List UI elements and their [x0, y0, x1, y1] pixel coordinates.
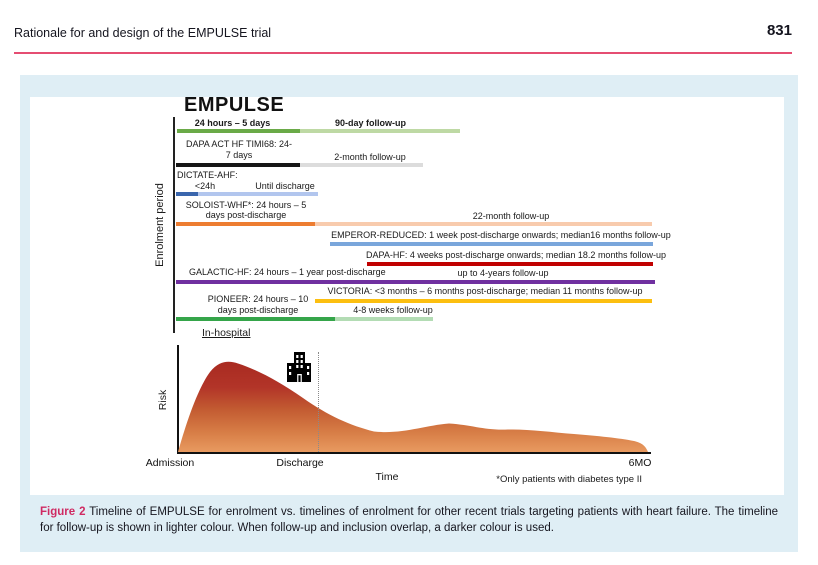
dapa-act-followup-bar: [300, 163, 423, 167]
dictate-followup-bar: [198, 192, 318, 196]
figure-caption-text: Timeline of EMPULSE for enrolment vs. ti…: [40, 506, 778, 534]
pioneer-followup-bar: [335, 317, 433, 321]
dapa-act-enrolment-bar: [176, 163, 300, 167]
dapa-hf-label: DAPA-HF: 4 weeks post-discharge onwards;…: [366, 250, 666, 260]
figure-caption-label: Figure 2: [40, 506, 86, 518]
risk-curve: [178, 361, 648, 452]
pioneer-followup-label: 4-8 weeks follow-up: [353, 305, 433, 315]
pioneer-label-line1: PIONEER: 24 hours – 10: [207, 294, 309, 304]
enrolment-axis-label: Enrolment period: [154, 183, 166, 267]
hospital-icon: [287, 352, 311, 382]
figure-title: EMPULSE: [184, 94, 285, 116]
soloist-label-line2: days post-discharge: [205, 210, 287, 220]
enrolment-axis-line: [173, 117, 175, 333]
figure-footnote: *Only patients with diabetes type II: [496, 474, 642, 485]
discharge-dotted-line: [318, 352, 319, 452]
x-tick-discharge: Discharge: [276, 457, 324, 469]
galactic-followup-label: up to 4-years follow-up: [457, 268, 549, 278]
risk-axis-label: Risk: [157, 389, 169, 411]
dictate-enrolment-bar: [176, 192, 198, 196]
soloist-followup-label: 22-month follow-up: [472, 211, 550, 221]
risk-y-axis: [177, 345, 179, 454]
emperor-bar: [330, 242, 653, 246]
soloist-followup-bar: [315, 222, 652, 226]
soloist-enrolment-bar: [176, 222, 315, 226]
figure-caption: Figure 2 Timeline of EMPULSE for enrolme…: [40, 504, 778, 536]
empulse-followup-label: 90-day follow-up: [334, 118, 406, 128]
dapa-act-followup-label: 2-month follow-up: [334, 152, 406, 162]
dapa-hf-bar: [367, 262, 653, 266]
dictate-name-label: DICTATE-AHF:: [177, 170, 238, 180]
in-hospital-label: In-hospital: [202, 327, 251, 339]
page-number: 831: [766, 22, 792, 39]
header-rule: [14, 52, 792, 54]
dapa-act-label-line1: DAPA ACT HF TIMI68: 24-: [185, 139, 293, 149]
empulse-followup-bar: [300, 129, 460, 133]
dictate-enrolment-label: <24h: [194, 181, 216, 191]
risk-x-axis: [177, 452, 651, 454]
victoria-bar: [315, 299, 652, 303]
emperor-label: EMPEROR-REDUCED: 1 week post-discharge o…: [331, 230, 671, 240]
dictate-followup-label: Until discharge: [255, 181, 315, 191]
x-axis-title: Time: [375, 471, 399, 483]
risk-curve-area: [178, 361, 648, 452]
empulse-enrolment-label: 24 hours – 5 days: [194, 118, 271, 128]
galactic-bar: [176, 280, 655, 284]
dapa-act-label-line2: 7 days: [225, 150, 253, 160]
empulse-enrolment-bar: [177, 129, 300, 133]
x-tick-6mo: 6MO: [628, 457, 652, 469]
soloist-label-line1: SOLOIST-WHF*: 24 hours – 5: [185, 200, 307, 210]
x-tick-admission: Admission: [145, 457, 195, 469]
pioneer-enrolment-bar: [176, 317, 335, 321]
victoria-label: VICTORIA: <3 months – 6 months post-disc…: [327, 286, 643, 296]
galactic-label: GALACTIC-HF: 24 hours – 1 year post-disc…: [189, 267, 386, 277]
running-header-title: Rationale for and design of the EMPULSE …: [14, 26, 272, 40]
pioneer-label-line2: days post-discharge: [217, 305, 299, 315]
